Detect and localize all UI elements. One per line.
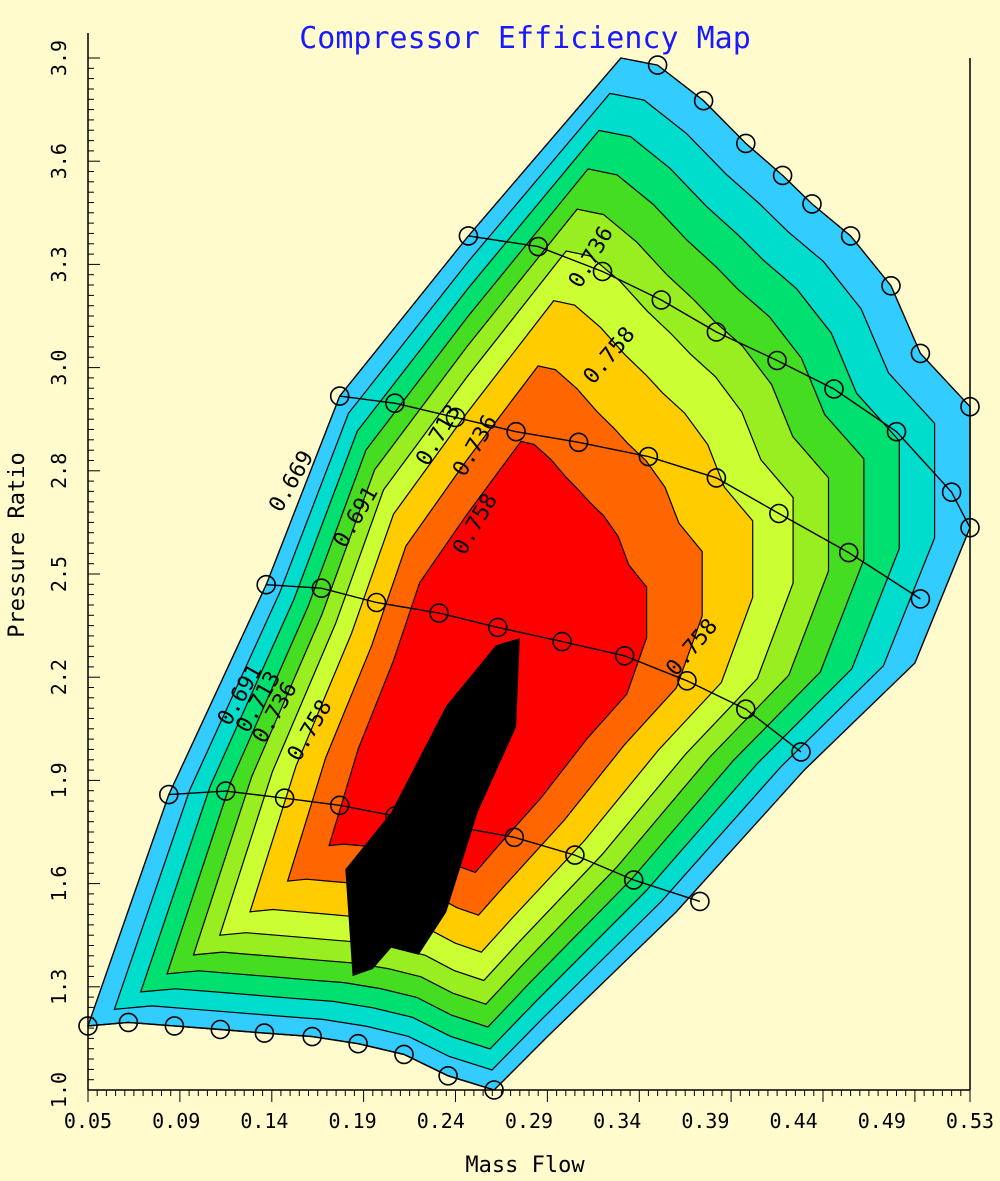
choke-point (802, 194, 822, 214)
operating-point (487, 617, 508, 638)
operating-point (824, 379, 844, 399)
operating-point (690, 891, 710, 912)
x-tick-label: 0.05 (64, 1109, 112, 1133)
speed-line-2 (168, 790, 701, 903)
operating-point (791, 742, 811, 762)
operating-point (706, 468, 727, 488)
operating-point (329, 795, 350, 816)
y-tick-label: 1.9 (47, 762, 71, 798)
speed-line-4 (339, 395, 921, 600)
x-tick-label: 0.44 (770, 1109, 818, 1133)
operating-point (438, 1066, 458, 1086)
operating-point (706, 322, 727, 342)
speed-line-1 (87, 1021, 495, 1091)
operating-point (445, 407, 466, 428)
operating-point (638, 446, 659, 467)
operating-point (769, 503, 789, 524)
y-axis-ticks: 1.0 1.3 1.6 1.9 2.2 2.5 2.8 3.0 3.3 3.6 3.9 (47, 40, 100, 1108)
x-axis-label: Mass Flow (465, 1153, 585, 1178)
speed-line-5 (468, 235, 971, 529)
operating-point (366, 592, 387, 613)
x-tick-label: 0.53 (946, 1109, 994, 1133)
operating-point (164, 1016, 185, 1036)
speed-lines (87, 235, 971, 1091)
y-tick-label: 3.6 (47, 143, 71, 179)
y-tick-label: 1.0 (47, 1072, 71, 1108)
operating-point (506, 421, 526, 442)
x-tick-label: 0.09 (152, 1109, 200, 1133)
choke-point (881, 275, 901, 296)
y-axis-label: Pressure Ratio (5, 452, 30, 637)
y-tick-label: 3.0 (47, 350, 71, 386)
peak-efficiency-island (345, 638, 520, 977)
operating-point (614, 645, 635, 666)
operating-point (651, 290, 672, 310)
operating-point (910, 589, 931, 609)
chart-title: Compressor Efficiency Map (299, 21, 751, 56)
operating-point-markers (78, 55, 980, 1100)
x-tick-label: 0.34 (593, 1109, 641, 1133)
operating-point (385, 806, 405, 826)
operating-point (568, 432, 589, 453)
operating-point (311, 578, 332, 599)
operating-point (623, 870, 644, 890)
x-axis-ticks: 0.05 0.09 0.14 0.19 0.24 0.29 0.34 0.39 0.44 0.49… (64, 1090, 994, 1133)
choke-point (735, 133, 756, 154)
y-tick-label: 1.3 (47, 969, 71, 1005)
operating-point (274, 788, 295, 809)
x-tick-label: 0.19 (329, 1109, 377, 1133)
operating-point (394, 1044, 414, 1065)
operating-point (458, 226, 479, 246)
choke-point (910, 343, 931, 364)
operating-point (565, 845, 585, 865)
operating-point (941, 482, 962, 503)
operating-point (254, 1023, 275, 1043)
operating-point (767, 350, 787, 371)
operating-point (886, 421, 907, 442)
x-tick-label: 0.24 (417, 1109, 465, 1133)
operating-point (677, 670, 697, 691)
operating-point (210, 1019, 231, 1040)
x-tick-label: 0.49 (858, 1109, 906, 1133)
operating-point (504, 827, 525, 848)
speed-line-3 (266, 584, 802, 753)
choke-point (772, 165, 793, 186)
operating-point (302, 1026, 323, 1047)
operating-point (118, 1012, 139, 1033)
y-tick-label: 2.8 (47, 453, 71, 489)
y-tick-label: 3.9 (47, 40, 71, 76)
operating-point (256, 574, 277, 595)
operating-point (552, 631, 572, 652)
choke-point (693, 90, 714, 111)
operating-point (528, 236, 549, 257)
y-tick-label: 3.3 (47, 246, 71, 282)
operating-point (838, 542, 859, 563)
x-tick-label: 0.39 (681, 1109, 729, 1133)
y-tick-label: 2.2 (47, 659, 71, 695)
choke-point (840, 226, 861, 246)
operating-point (216, 781, 236, 801)
operating-point (445, 816, 466, 837)
operating-point (348, 1033, 368, 1054)
x-tick-label: 0.29 (505, 1109, 553, 1133)
x-tick-label: 0.14 (240, 1109, 288, 1133)
operating-point (735, 699, 756, 720)
operating-point (159, 784, 179, 805)
choke-point (647, 55, 668, 75)
operating-point (329, 386, 350, 406)
y-tick-label: 1.6 (47, 866, 71, 902)
y-tick-label: 2.5 (47, 556, 71, 592)
operating-point (385, 393, 405, 414)
operating-point (429, 603, 449, 623)
operating-point (592, 261, 613, 282)
